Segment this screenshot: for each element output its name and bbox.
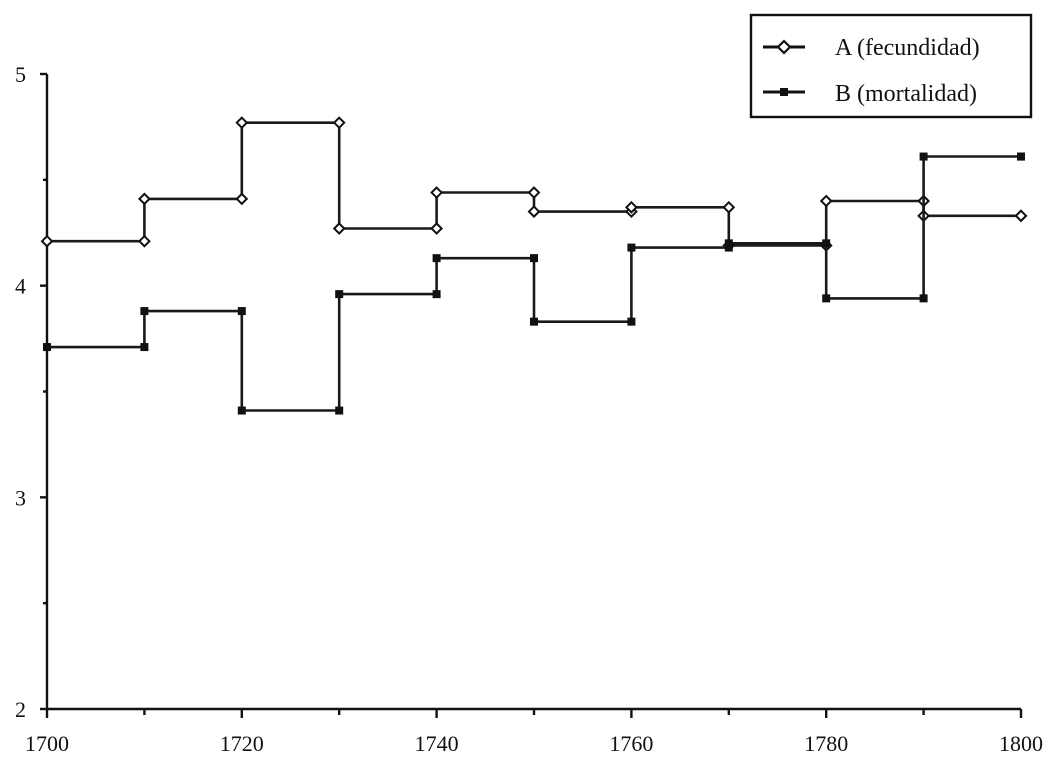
data-point xyxy=(1017,152,1025,161)
y-tick-label: 5 xyxy=(15,62,26,87)
data-point xyxy=(235,192,249,206)
data-point xyxy=(140,343,149,352)
data-point xyxy=(432,254,441,263)
data-point xyxy=(237,406,246,415)
axes: 2 3 4 5 1700 1720 1740 1760 1780 1800 xyxy=(15,62,1043,756)
data-point xyxy=(627,243,636,252)
data-point xyxy=(1014,209,1028,223)
data-point xyxy=(332,222,346,235)
data-point xyxy=(819,194,833,208)
legend: A (fecundidad) B (mortalidad) xyxy=(749,13,1033,119)
data-point xyxy=(627,317,636,326)
legend-label-a: A (fecundidad) xyxy=(835,35,980,61)
data-point xyxy=(430,186,444,199)
x-tick-label: 1780 xyxy=(804,731,848,756)
data-point xyxy=(137,234,151,248)
data-point xyxy=(530,254,538,263)
y-tick-label: 4 xyxy=(15,274,26,299)
data-point xyxy=(332,116,346,130)
data-point xyxy=(43,343,51,352)
series-layer xyxy=(40,116,1028,415)
data-point xyxy=(724,243,733,252)
series-line xyxy=(47,121,1021,247)
legend-marker-b xyxy=(780,88,788,96)
series-b xyxy=(43,152,1025,415)
x-tick-label: 1700 xyxy=(25,731,69,756)
data-point xyxy=(724,239,733,248)
data-point xyxy=(235,116,249,130)
x-tick-label: 1720 xyxy=(220,731,264,756)
data-point xyxy=(40,234,54,248)
x-tick-label: 1760 xyxy=(609,731,653,756)
data-point xyxy=(335,406,344,415)
legend-label-b: B (mortalidad) xyxy=(835,81,977,107)
data-point xyxy=(430,222,444,235)
data-point xyxy=(527,205,541,218)
data-point xyxy=(624,200,638,214)
data-point xyxy=(140,307,149,316)
data-point xyxy=(919,294,928,303)
data-point xyxy=(722,200,736,214)
legend-box xyxy=(749,13,1033,119)
data-point xyxy=(822,239,831,248)
data-point xyxy=(137,192,151,206)
data-point xyxy=(432,290,441,299)
data-point xyxy=(919,152,928,161)
x-tick-label: 1740 xyxy=(415,731,459,756)
legend-marker-a xyxy=(776,39,792,55)
data-point xyxy=(822,294,831,303)
data-point xyxy=(527,186,541,199)
y-tick-label: 2 xyxy=(15,697,26,722)
x-tick-label: 1800 xyxy=(999,731,1043,756)
y-tick-label: 3 xyxy=(15,485,26,510)
series-line xyxy=(47,155,1021,412)
series-a xyxy=(40,116,1028,252)
data-point xyxy=(530,317,538,326)
data-point xyxy=(335,290,344,299)
data-point xyxy=(237,307,246,316)
